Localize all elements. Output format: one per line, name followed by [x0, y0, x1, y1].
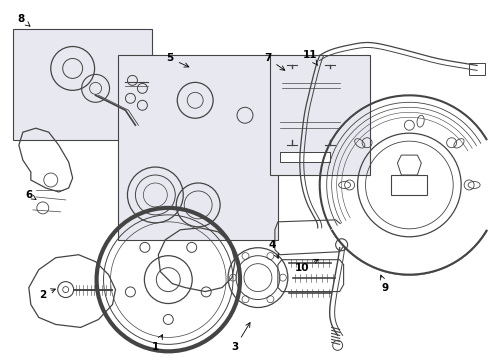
Bar: [279, 152, 329, 162]
Text: 4: 4: [267, 240, 278, 258]
Bar: [468, 63, 484, 75]
Text: 5: 5: [166, 54, 188, 67]
Text: 9: 9: [380, 275, 388, 293]
Bar: [118, 55, 277, 240]
Bar: [13, 28, 152, 140]
Wedge shape: [331, 185, 486, 275]
Text: 6: 6: [25, 190, 36, 200]
Text: 8: 8: [17, 14, 30, 26]
Bar: [390, 175, 427, 195]
Text: 2: 2: [39, 289, 55, 300]
Text: 7: 7: [264, 54, 284, 70]
Bar: [269, 55, 369, 175]
Text: 1: 1: [151, 335, 162, 352]
Text: 11: 11: [302, 50, 317, 66]
Text: 10: 10: [294, 259, 318, 273]
Text: 3: 3: [231, 323, 249, 352]
